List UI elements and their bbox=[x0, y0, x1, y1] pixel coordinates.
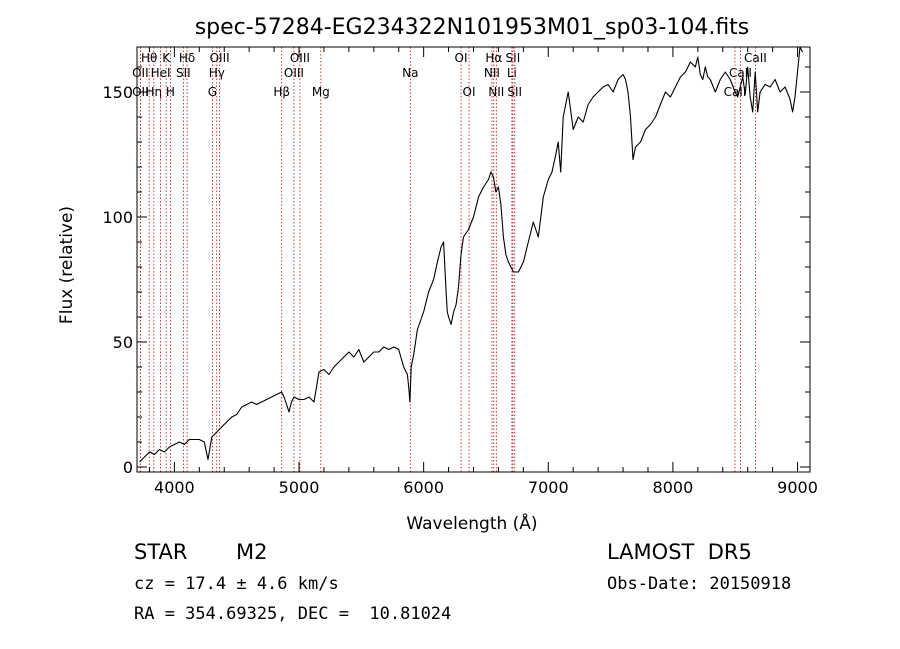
x-tick-label-3: 7000 bbox=[528, 478, 569, 497]
line-label-0: Hθ bbox=[141, 51, 157, 65]
x-tick-label-1: 5000 bbox=[279, 478, 320, 497]
line-label-6: H bbox=[166, 85, 175, 99]
line-label-18: OI bbox=[463, 85, 476, 99]
chart-title: spec-57284-EG234322N101953M01_sp03-104.f… bbox=[195, 15, 750, 40]
line-label-8: SII bbox=[176, 66, 191, 80]
line-label-3: Hη bbox=[146, 85, 163, 99]
coordinates: RA = 354.69325, DEC = 10.81024 bbox=[134, 604, 452, 624]
line-label-11: G bbox=[208, 85, 217, 99]
line-label-10: Hγ bbox=[209, 66, 225, 80]
y-tick-label-1: 50 bbox=[113, 333, 133, 352]
redshift-cz: cz = 17.4 ± 4.6 km/s bbox=[134, 574, 339, 594]
line-label-14: Hβ bbox=[273, 85, 290, 99]
y-tick-label-0: 0 bbox=[123, 458, 133, 477]
plot-frame bbox=[136, 46, 811, 473]
line-label-9: OIII bbox=[210, 51, 230, 65]
x-tick-label-2: 6000 bbox=[403, 478, 444, 497]
y-axis-label: Flux (relative) bbox=[57, 206, 77, 324]
x-tick-label-5: 9000 bbox=[777, 478, 818, 497]
x-tick-label-0: 4000 bbox=[154, 478, 195, 497]
line-label-24: SII bbox=[507, 85, 522, 99]
y-tick-label-3: 150 bbox=[102, 83, 133, 102]
line-label-25: CaII bbox=[744, 51, 767, 65]
y-tick-label-2: 100 bbox=[102, 208, 133, 227]
line-label-12: OIII bbox=[290, 51, 310, 65]
spectrum-series bbox=[139, 46, 803, 463]
line-label-19: Hα bbox=[485, 51, 502, 65]
x-tick-label-4: 8000 bbox=[653, 478, 694, 497]
object-class: STAR bbox=[134, 540, 188, 564]
line-label-5: HeI bbox=[151, 66, 171, 80]
object-subclass: M2 bbox=[236, 540, 268, 564]
x-axis-label: Wavelength (Å) bbox=[406, 512, 537, 534]
line-label-17: OI bbox=[455, 51, 468, 65]
line-label-23: Li bbox=[507, 66, 517, 80]
line-label-16: Na bbox=[402, 66, 418, 80]
line-label-4: K bbox=[162, 51, 171, 65]
observation-date: Obs-Date: 20150918 bbox=[607, 574, 792, 594]
line-label-13: OIII bbox=[284, 66, 304, 80]
axis-ticks: 4000 5000 6000 7000 8000 9000 0 50 100 150 bbox=[102, 47, 818, 497]
survey-name: LAMOST DR5 bbox=[607, 540, 752, 564]
line-label-22: SII bbox=[506, 51, 521, 65]
line-label-21: NII bbox=[488, 85, 504, 99]
line-label-7: Hδ bbox=[179, 51, 195, 65]
line-label-15: Mg bbox=[312, 85, 330, 99]
line-label-20: NII bbox=[484, 66, 500, 80]
spectrum-line bbox=[139, 46, 803, 463]
